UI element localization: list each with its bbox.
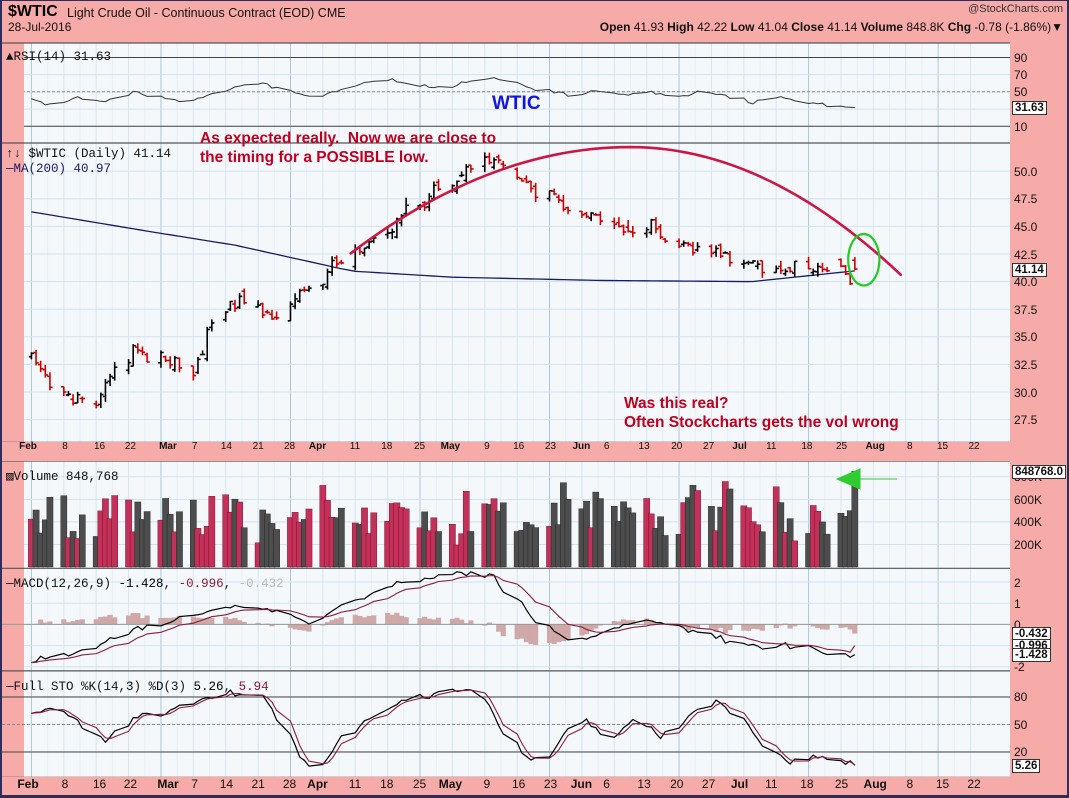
svg-text:WTIC: WTIC bbox=[492, 93, 541, 114]
